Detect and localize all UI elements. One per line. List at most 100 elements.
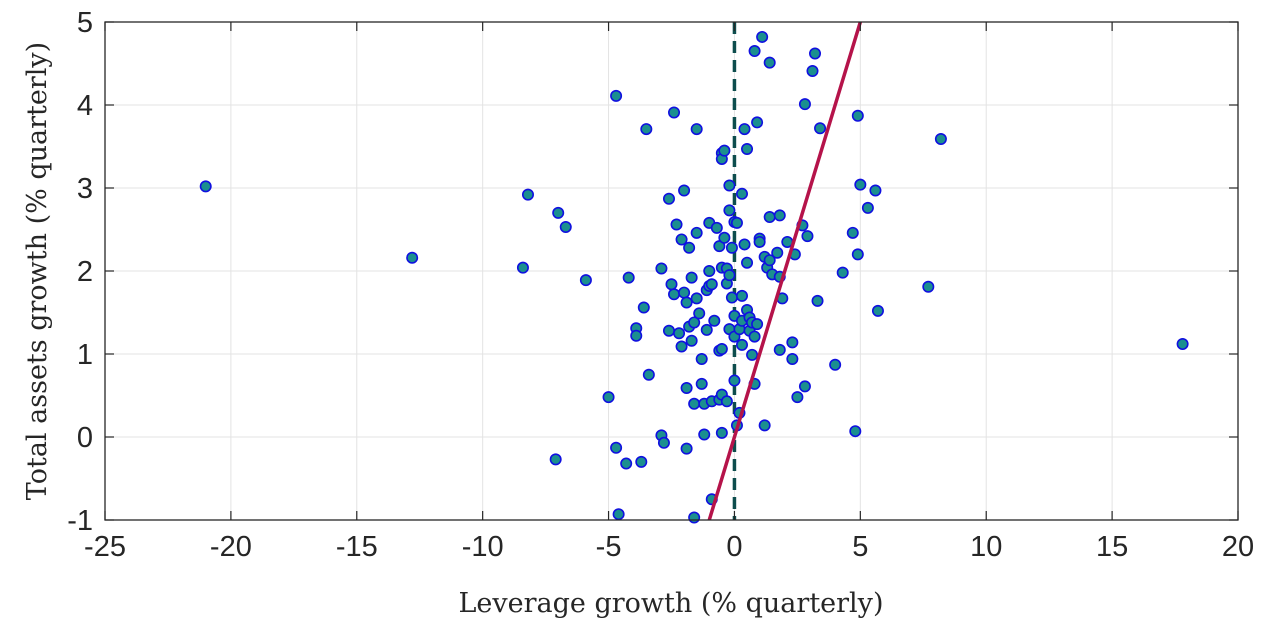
data-point: [579, 274, 592, 287]
y-tick-label: -1: [67, 505, 93, 537]
x-tick-label: -20: [210, 531, 252, 563]
data-point: [668, 106, 681, 119]
data-point: [685, 334, 698, 347]
y-tick-label: 4: [77, 90, 93, 122]
data-points: [199, 30, 1189, 524]
data-point: [763, 211, 776, 224]
data-point: [683, 241, 696, 254]
data-point: [665, 278, 678, 291]
data-point: [814, 122, 827, 135]
data-point: [758, 419, 771, 432]
data-point: [549, 453, 562, 466]
data-point: [846, 226, 859, 239]
data-point: [851, 109, 864, 122]
data-point: [630, 329, 643, 342]
data-point: [675, 340, 688, 353]
data-point: [763, 254, 776, 267]
data-point: [612, 508, 625, 521]
data-point: [695, 377, 708, 390]
data-point: [662, 192, 675, 205]
data-point: [637, 301, 650, 314]
y-tick-label: 3: [77, 173, 93, 205]
data-point: [655, 262, 668, 275]
data-point: [715, 426, 728, 439]
data-point: [763, 56, 776, 69]
data-point: [680, 296, 693, 309]
x-tick-label: 5: [852, 531, 868, 563]
data-point: [871, 304, 884, 317]
x-tick-label: -5: [596, 531, 622, 563]
data-point: [642, 368, 655, 381]
data-point: [829, 358, 842, 371]
data-point: [657, 436, 670, 449]
data-point: [559, 221, 572, 234]
x-axis-title: Leverage growth (% quarterly): [459, 588, 884, 619]
data-point: [610, 441, 623, 454]
y-tick-label: 5: [77, 7, 93, 39]
data-point: [735, 187, 748, 200]
y-axis-ticks: -1 0 1 2 3 4 5: [67, 7, 1238, 537]
data-point: [685, 271, 698, 284]
y-tick-label: 0: [77, 422, 93, 454]
data-point: [678, 184, 691, 197]
data-point: [693, 307, 706, 320]
data-point: [791, 391, 804, 404]
data-point: [698, 428, 711, 441]
x-tick-label: 20: [1222, 531, 1254, 563]
data-point: [720, 395, 733, 408]
data-point: [849, 425, 862, 438]
data-point: [756, 30, 769, 43]
x-axis-ticks: -25 -20 -15 -10 -5 0 5 10 15 20: [84, 22, 1254, 563]
x-tick-label: -15: [336, 531, 378, 563]
data-point: [718, 144, 731, 157]
data-point: [741, 142, 754, 155]
data-point: [521, 188, 534, 201]
data-point: [854, 178, 867, 191]
data-point: [738, 123, 751, 136]
data-point: [851, 248, 864, 261]
data-point: [922, 280, 935, 293]
data-point: [688, 397, 701, 410]
data-point: [728, 374, 741, 387]
data-point: [688, 316, 701, 329]
x-tick-label: -25: [84, 531, 126, 563]
y-tick-label: 1: [77, 339, 93, 371]
data-point: [751, 318, 764, 331]
data-point: [620, 457, 633, 470]
data-point: [786, 352, 799, 365]
data-point: [738, 238, 751, 251]
data-point: [516, 261, 529, 274]
data-point: [635, 455, 648, 468]
x-tick-label: 0: [726, 531, 742, 563]
data-point: [725, 241, 738, 254]
data-point: [708, 314, 721, 327]
data-point: [678, 286, 691, 299]
data-point: [723, 204, 736, 217]
data-point: [718, 231, 731, 244]
fit-line: [707, 21, 863, 521]
data-point: [836, 266, 849, 279]
data-point: [934, 133, 947, 146]
y-axis-title: Total assets growth (% quarterly): [22, 42, 53, 500]
data-point: [675, 233, 688, 246]
data-point: [773, 343, 786, 356]
data-point: [703, 264, 716, 277]
data-point: [798, 380, 811, 393]
data-point: [710, 221, 723, 234]
data-point: [723, 269, 736, 282]
data-point: [798, 98, 811, 111]
x-tick-label: 15: [1096, 531, 1128, 563]
data-point: [811, 294, 824, 307]
data-point: [773, 209, 786, 222]
data-point: [786, 336, 799, 349]
data-point: [700, 323, 713, 336]
data-point: [406, 251, 419, 264]
data-point: [670, 218, 683, 231]
data-point: [602, 391, 615, 404]
data-point: [869, 184, 882, 197]
data-point: [748, 45, 761, 58]
data-point: [735, 338, 748, 351]
data-point: [725, 291, 738, 304]
data-point: [705, 278, 718, 291]
